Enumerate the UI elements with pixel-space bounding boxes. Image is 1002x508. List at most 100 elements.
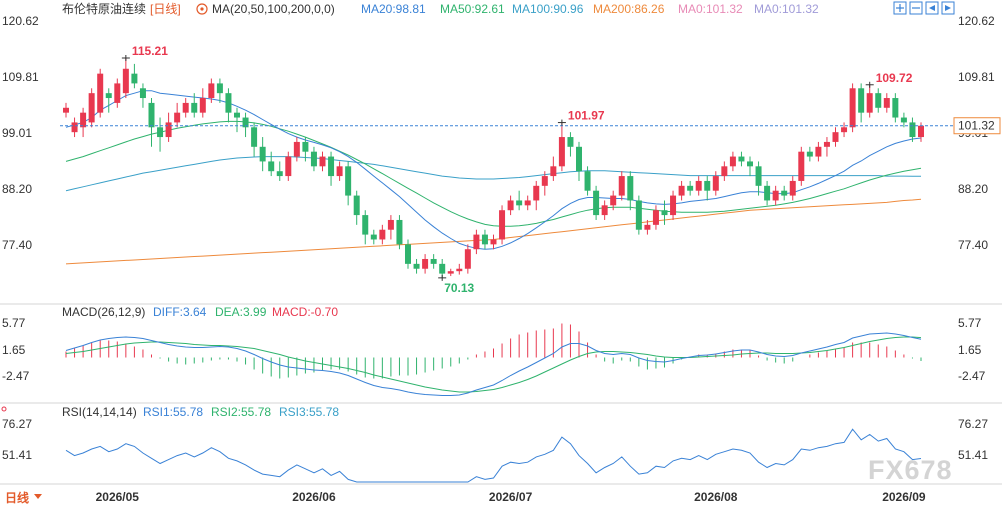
candle bbox=[182, 98, 189, 118]
candle-body bbox=[234, 112, 240, 118]
candle-body bbox=[798, 151, 805, 181]
candle bbox=[764, 180, 771, 206]
candle-body bbox=[216, 83, 223, 94]
candle-body bbox=[593, 190, 600, 216]
candle-body bbox=[670, 195, 677, 216]
current-price-tag: 101.32 bbox=[953, 117, 1001, 135]
candle bbox=[71, 117, 78, 138]
rsi-tick-label: 76.27 bbox=[958, 417, 988, 431]
candle bbox=[268, 151, 275, 177]
candle-body bbox=[379, 229, 386, 240]
candle bbox=[336, 161, 343, 181]
candle-body bbox=[157, 127, 164, 138]
candle-body bbox=[652, 210, 659, 225]
candle bbox=[353, 190, 360, 225]
candle bbox=[781, 185, 788, 201]
macd-tick-label: -2.47 bbox=[2, 369, 30, 383]
high1-marker-label: 115.21 bbox=[132, 44, 168, 58]
candle bbox=[892, 93, 899, 123]
candle bbox=[285, 151, 292, 181]
date-tick-label: 2026/06 bbox=[292, 490, 336, 504]
candle bbox=[191, 93, 198, 118]
candle bbox=[524, 195, 531, 211]
candle-body bbox=[490, 239, 497, 245]
candle-body bbox=[618, 176, 625, 196]
macd-axis-right: 5.77 1.65 -2.47 bbox=[958, 316, 986, 383]
candle bbox=[687, 180, 694, 196]
candle-body bbox=[174, 112, 181, 123]
candle-body bbox=[918, 125, 924, 138]
candle bbox=[721, 161, 728, 181]
toolbar bbox=[893, 1, 955, 15]
candle bbox=[131, 63, 138, 89]
candle bbox=[823, 137, 830, 157]
candle-body bbox=[858, 88, 865, 113]
candle-body bbox=[533, 185, 540, 201]
macd-tick-label: -2.47 bbox=[958, 369, 986, 383]
candle-body bbox=[524, 200, 531, 206]
candle-body bbox=[806, 151, 813, 157]
candle-body bbox=[362, 215, 369, 235]
candle bbox=[576, 141, 582, 181]
settings-icon[interactable] bbox=[196, 3, 208, 15]
macd-dea-value: DEA:3.99 bbox=[215, 305, 267, 319]
candle-body bbox=[242, 117, 249, 128]
candle-body bbox=[114, 83, 121, 103]
candle-body bbox=[815, 146, 822, 157]
candle-body bbox=[747, 161, 753, 167]
candle bbox=[251, 122, 258, 157]
candle-body bbox=[370, 234, 377, 240]
candle-body bbox=[567, 137, 574, 147]
candle bbox=[422, 254, 429, 274]
candle bbox=[507, 195, 514, 216]
candle bbox=[516, 190, 523, 211]
candle bbox=[165, 112, 172, 142]
candle-body bbox=[148, 102, 155, 128]
candle-body bbox=[439, 263, 446, 274]
candle bbox=[652, 205, 659, 230]
candle bbox=[738, 151, 745, 167]
candle-body bbox=[88, 93, 95, 123]
rsi-line bbox=[65, 428, 922, 483]
macd-diff-value: DIFF:3.64 bbox=[153, 305, 207, 319]
candle bbox=[729, 151, 736, 172]
candle-body bbox=[105, 93, 112, 99]
candle-body bbox=[712, 176, 719, 191]
move-right-icon[interactable] bbox=[941, 1, 955, 15]
price-markers: 115.21 101.97 109.72 70.13 bbox=[121, 44, 913, 295]
candle bbox=[259, 137, 266, 172]
candle-body bbox=[644, 224, 651, 230]
candle-body bbox=[610, 195, 617, 206]
candle bbox=[413, 258, 420, 274]
period-button[interactable]: 日线 bbox=[5, 490, 42, 505]
price-tick-label: 109.81 bbox=[2, 70, 39, 84]
candle bbox=[80, 107, 87, 138]
candle bbox=[601, 200, 608, 220]
crosshair-zoom-icon[interactable] bbox=[893, 1, 907, 15]
candle bbox=[405, 239, 411, 269]
move-left-icon[interactable] bbox=[925, 1, 939, 15]
ma0-value-1: MA0:101.32 bbox=[678, 2, 743, 16]
candle-body bbox=[789, 180, 796, 196]
candle bbox=[858, 83, 865, 123]
candle bbox=[661, 200, 668, 225]
candle-body bbox=[721, 166, 728, 177]
candle-body bbox=[704, 180, 711, 191]
candle bbox=[114, 78, 121, 108]
candle-body bbox=[319, 156, 326, 167]
candle bbox=[618, 171, 625, 201]
candle-body bbox=[430, 258, 437, 264]
candle bbox=[216, 78, 223, 103]
instrument-title: 布伦特原油连续 bbox=[62, 1, 146, 16]
ma0-value-2: MA0:101.32 bbox=[754, 2, 819, 16]
rsi-panel bbox=[65, 428, 922, 483]
candle-body bbox=[97, 73, 104, 113]
candle-body bbox=[558, 137, 565, 167]
macd-header: MACD(26,12,9) DIFF:3.64 DEA:3.99 MACD:-0… bbox=[62, 305, 338, 319]
date-tick-label: 2026/05 bbox=[96, 490, 140, 504]
candle bbox=[328, 151, 335, 186]
zoom-out-icon[interactable] bbox=[909, 1, 923, 15]
candle-body bbox=[909, 122, 916, 138]
price-tick-label: 88.20 bbox=[2, 182, 32, 196]
